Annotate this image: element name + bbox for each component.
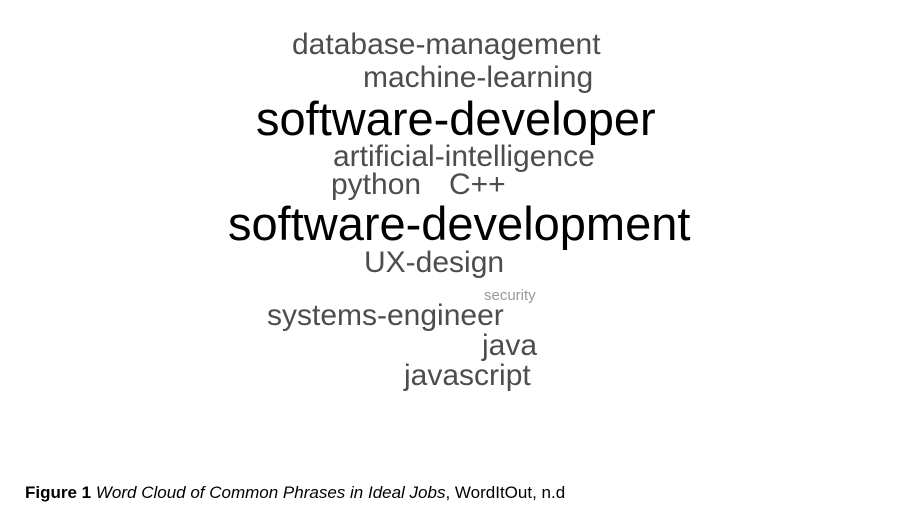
word-database-management: database-management [292, 28, 601, 61]
word-javascript: javascript [404, 359, 531, 392]
figure-title: Word Cloud of Common Phrases in Ideal Jo… [95, 483, 446, 502]
word-python: python [331, 168, 422, 201]
figure-caption: Figure 1 Word Cloud of Common Phrases in… [25, 483, 565, 503]
word-security: security [484, 287, 536, 304]
word-software-developer: software-developer [256, 92, 656, 145]
word-cpp: C++ [449, 168, 506, 201]
word-artificial-intelligence: artificial-intelligence [333, 140, 595, 173]
word-machine-learning: machine-learning [363, 61, 594, 94]
word-java: java [482, 329, 538, 362]
word-systems-engineer: systems-engineer [267, 299, 504, 332]
figure-label: Figure 1 [25, 483, 92, 502]
figure-source: , WordItOut, n.d [445, 483, 566, 502]
word-ux-design: UX-design [364, 246, 505, 279]
word-software-development: software-development [228, 197, 691, 250]
word-cloud: database-management machine-learning sof… [228, 28, 691, 392]
